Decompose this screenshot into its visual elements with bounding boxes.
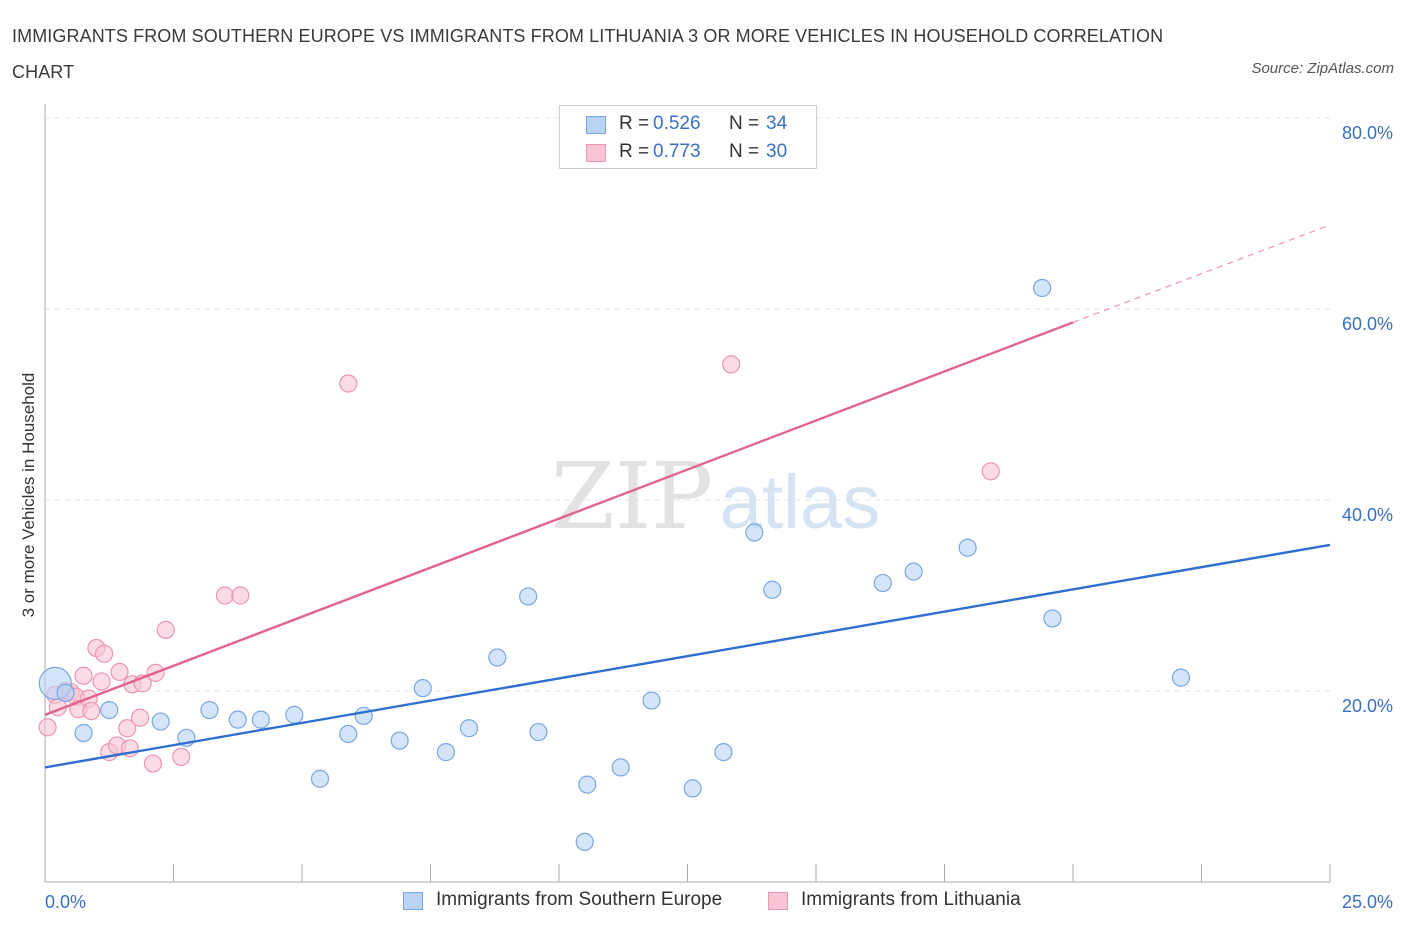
data-point-southern-europe (873, 573, 892, 593)
data-point-southern-europe (56, 683, 75, 703)
data-point-lithuania (130, 708, 150, 727)
data-point-southern-europe (228, 710, 247, 729)
data-point-southern-europe (285, 705, 304, 724)
data-point-southern-europe (1043, 609, 1062, 628)
legend-label: Immigrants from Lithuania (801, 889, 1021, 910)
data-point-lithuania (215, 586, 234, 605)
data-point-lithuania (95, 644, 114, 663)
data-point-lithuania (92, 672, 111, 691)
data-point-lithuania (143, 754, 163, 773)
r-label: R = (619, 141, 650, 162)
data-point-southern-europe (151, 712, 170, 731)
data-point-lithuania (172, 747, 191, 766)
data-point-southern-europe (578, 775, 597, 794)
data-point-southern-europe (390, 731, 409, 750)
tick-labels: 20.0% 40.0% 60.0% 80.0% 0.0% 25.0% (45, 123, 1393, 912)
data-point-southern-europe (100, 700, 119, 720)
data-point-southern-europe (763, 580, 782, 599)
data-point-lithuania (722, 355, 741, 374)
data-point-lithuania (339, 374, 358, 393)
data-point-southern-europe (904, 562, 923, 581)
n-value: 30 (766, 141, 788, 162)
data-point-southern-europe (413, 679, 432, 698)
legend-swatch-blue (403, 892, 423, 910)
trend-line-southern-europe (44, 543, 1331, 769)
data-point-southern-europe (488, 648, 507, 667)
series-southern-europe-points (38, 278, 1191, 851)
y-tick-label: 60.0% (1342, 314, 1393, 334)
data-point-southern-europe (459, 719, 479, 738)
data-point-lithuania (74, 666, 93, 685)
data-point-southern-europe (519, 587, 538, 606)
gridlines (45, 117, 1330, 692)
series-lithuania-points (38, 355, 1000, 773)
r-value: 0.773 (653, 141, 701, 162)
data-point-southern-europe (611, 758, 630, 777)
chart-title: IMMIGRANTS FROM SOUTHERN EUROPE VS IMMIG… (12, 26, 1164, 82)
legend-row-southern-europe: R = 0.526 N = 34 (560, 111, 816, 139)
legend-label: Immigrants from Southern Europe (436, 889, 723, 910)
data-point-southern-europe (436, 743, 456, 762)
x-tick-label: 25.0% (1342, 892, 1393, 912)
trend-line-lithuania (44, 321, 1074, 716)
source-label: Source: ZipAtlas.com (1251, 60, 1394, 77)
x-tick-label: 0.0% (45, 892, 86, 912)
n-value: 34 (766, 113, 788, 134)
legend-row-lithuania: R = 0.773 N = 30 (560, 139, 816, 167)
data-point-southern-europe (251, 710, 270, 729)
r-label: R = (619, 113, 650, 134)
r-value: 0.526 (653, 113, 701, 134)
data-point-southern-europe (575, 832, 594, 851)
data-point-southern-europe (745, 523, 764, 542)
data-point-lithuania (156, 620, 175, 639)
legend-swatch-pink (586, 144, 606, 162)
axes (44, 104, 1331, 883)
data-point-southern-europe (354, 706, 373, 725)
data-point-southern-europe (642, 691, 661, 710)
data-point-lithuania (110, 662, 129, 682)
watermark-atlas: atlas (720, 460, 881, 545)
data-point-southern-europe (74, 723, 93, 743)
data-point-southern-europe (683, 779, 702, 798)
y-tick-label: 80.0% (1342, 123, 1393, 143)
legend-swatch-pink (768, 892, 788, 910)
legend-swatch-blue (586, 116, 606, 134)
data-point-southern-europe (1171, 668, 1191, 687)
trend-lines (44, 224, 1331, 769)
data-point-southern-europe (310, 769, 330, 788)
trend-line-lithuania-extension (1072, 224, 1331, 323)
y-tick-label: 20.0% (1342, 696, 1393, 716)
data-point-lithuania (118, 719, 137, 738)
data-point-southern-europe (200, 700, 219, 720)
data-point-lithuania (38, 718, 57, 737)
data-point-southern-europe (958, 538, 977, 557)
correlation-legend: R = 0.526 N = 34 R = 0.773 N = 30 (559, 105, 817, 169)
watermark-zip: ZIP (551, 443, 713, 550)
n-label: N = (729, 113, 760, 134)
n-label: N = (729, 141, 760, 162)
data-point-southern-europe (714, 743, 733, 762)
data-point-southern-europe (529, 722, 548, 742)
data-point-lithuania (981, 462, 1000, 481)
data-point-southern-europe (1033, 278, 1052, 298)
data-point-southern-europe (339, 724, 358, 744)
data-point-lithuania (231, 586, 250, 605)
y-tick-label: 40.0% (1342, 505, 1393, 525)
data-point-lithuania (82, 701, 101, 721)
